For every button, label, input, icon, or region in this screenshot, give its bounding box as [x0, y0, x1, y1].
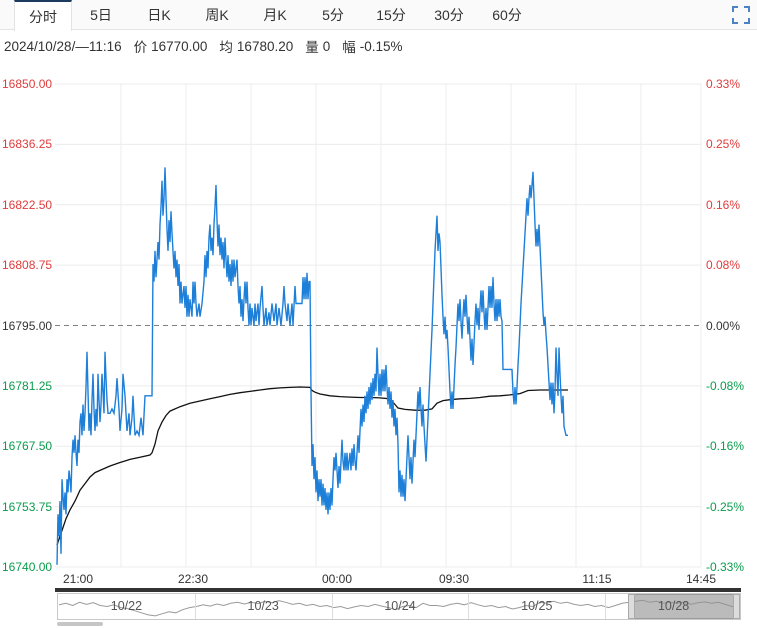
price-tick-label: 16767.50 — [2, 439, 53, 454]
fullscreen-icon — [732, 6, 750, 24]
period-tabbar: 分时 5日 日K 周K 月K 5分 15分 30分 60分 — [0, 0, 757, 31]
percent-tick-label: -0.33% — [706, 560, 745, 574]
axis-separator-bar — [55, 588, 741, 592]
navigator-section-divider — [331, 594, 333, 619]
date-range-navigator[interactable]: 10/22 10/23 10/24 10/25 10/28 — [57, 593, 741, 620]
price-line — [56, 167, 568, 565]
percent-tick-label: -0.25% — [706, 499, 745, 514]
time-tick-label: 09:30 — [438, 572, 470, 586]
percent-tick-label: 0.33% — [706, 77, 741, 91]
fullscreen-button[interactable] — [732, 6, 750, 24]
price-tick-label: 16836.25 — [2, 137, 53, 152]
volume-label: 量 — [305, 40, 319, 55]
tab-周K[interactable]: 周K — [205, 7, 229, 23]
volume-value: 0 — [322, 38, 331, 54]
time-tick-label: 21:00 — [62, 572, 94, 586]
price-tick-label: 16822.50 — [2, 197, 53, 212]
price-tick-label: 16781.25 — [2, 378, 53, 393]
price-tick-label: 16740.00 — [2, 560, 53, 574]
price-tick-label: 16753.75 — [2, 499, 53, 514]
price-tick-label: 16850.00 — [2, 77, 53, 91]
navigator-right-handle[interactable] — [733, 594, 740, 619]
navigator-date-10-25[interactable]: 10/25 — [521, 599, 553, 613]
tab-分时[interactable]: 分时 — [14, 0, 72, 31]
tab-15分[interactable]: 15分 — [376, 7, 406, 23]
navigator-left-handle[interactable] — [628, 594, 635, 619]
tab-60分[interactable]: 60分 — [492, 7, 522, 23]
percent-tick-label: -0.16% — [706, 439, 745, 454]
price-tick-label: 16795.00 — [2, 318, 53, 333]
datetime: 2024/10/28/—11:16 — [4, 38, 122, 54]
horizontal-scrollbar-thumb[interactable] — [57, 622, 103, 626]
time-tick-label: 22:30 — [177, 572, 209, 586]
avg-value: 16780.20 — [236, 38, 294, 54]
price-tick-label: 16808.75 — [2, 258, 53, 273]
tab-30分[interactable]: 30分 — [434, 7, 464, 23]
percent-tick-label: -0.08% — [706, 378, 745, 393]
navigator-date-10-24[interactable]: 10/24 — [384, 599, 416, 613]
time-tick-label: 11:15 — [582, 572, 612, 586]
price-label: 价 — [133, 40, 148, 55]
navigator-section-divider — [605, 594, 607, 619]
quote-info-bar: 2024/10/28/—11:16 价 16770.00 均 16780.20 … — [4, 36, 407, 56]
navigator-date-10-28[interactable]: 10/28 — [657, 599, 690, 613]
percent-tick-label: 0.00% — [706, 318, 741, 333]
percent-tick-label: 0.16% — [706, 197, 741, 212]
avg-label: 均 — [219, 40, 233, 55]
tab-月K[interactable]: 月K — [263, 7, 287, 23]
tab-日K[interactable]: 日K — [147, 7, 171, 23]
change-value: -0.15% — [359, 38, 403, 54]
percent-tick-label: 0.08% — [706, 258, 741, 273]
percent-tick-label: 0.25% — [706, 137, 741, 152]
navigator-date-10-23[interactable]: 10/23 — [247, 599, 279, 613]
price-chart-plot[interactable] — [55, 60, 702, 582]
navigator-sparkline — [58, 599, 740, 617]
tab-5分[interactable]: 5分 — [322, 7, 344, 23]
time-tick-label: 00:00 — [321, 572, 353, 586]
navigator-section-divider — [194, 594, 196, 619]
time-tick-label: 14:45 — [685, 572, 717, 586]
change-label: 幅 — [342, 40, 356, 55]
navigator-section-divider — [468, 594, 470, 619]
navigator-date-10-22[interactable]: 10/22 — [110, 599, 143, 613]
price-value: 16770.00 — [151, 38, 208, 54]
tab-5日[interactable]: 5日 — [90, 7, 112, 23]
